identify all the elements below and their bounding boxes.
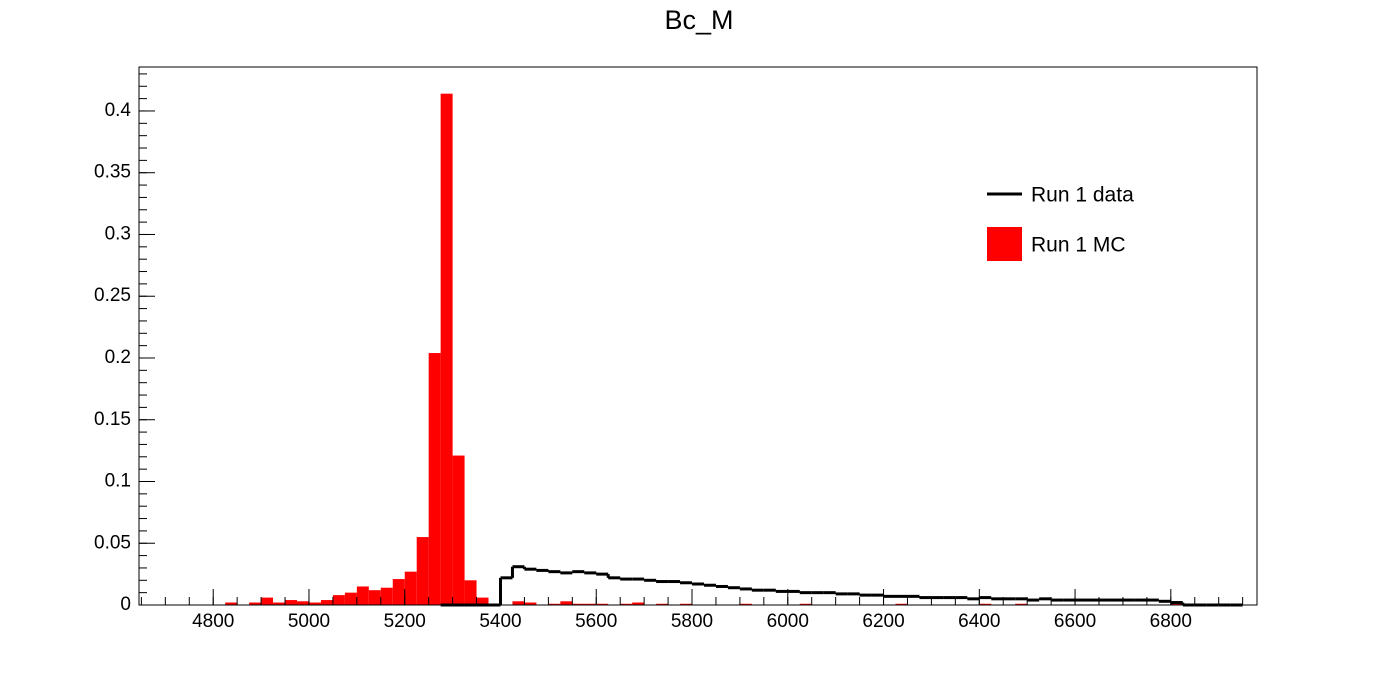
x-tick-label: 5200: [384, 611, 426, 632]
bar: [356, 586, 369, 605]
bar: [225, 602, 238, 605]
bar: [332, 595, 345, 605]
bar: [979, 603, 992, 605]
plot-frame: [138, 66, 1258, 606]
x-tick-label: 6000: [767, 611, 809, 632]
x-tick-label: 5600: [575, 611, 617, 632]
bar: [524, 602, 537, 605]
bar: [285, 600, 298, 605]
bar: [680, 603, 693, 605]
x-tick-label: 5000: [288, 611, 330, 632]
bar: [261, 597, 274, 605]
x-tick-label: 4800: [192, 611, 234, 632]
bar: [620, 603, 633, 605]
bar: [739, 603, 752, 605]
x-tick-label: 5400: [479, 611, 521, 632]
bar: [895, 603, 908, 605]
y-tick-label: 0.05: [94, 532, 131, 553]
bar: [512, 601, 525, 605]
bar: [452, 455, 465, 605]
bar: [428, 353, 441, 605]
bar: [368, 590, 381, 605]
y-tick-label: 0.3: [105, 223, 131, 244]
bar: [380, 587, 393, 605]
legend-label: Run 1 MC: [1031, 234, 1126, 257]
bar: [632, 602, 645, 605]
x-tick-label: 6800: [1150, 611, 1192, 632]
chart-title: Bc_M: [664, 5, 733, 35]
y-tick-label: 0.2: [105, 347, 131, 368]
bar: [404, 571, 417, 605]
legend-label: Run 1 data: [1031, 184, 1134, 207]
bar: [560, 601, 573, 605]
y-tick-label: 0.15: [94, 409, 131, 430]
y-tick-label: 0.35: [94, 162, 131, 183]
bar: [344, 592, 357, 605]
bar: [273, 602, 286, 605]
bar: [464, 580, 477, 605]
y-tick-label: 0.4: [105, 100, 132, 121]
bar: [548, 603, 561, 605]
bar: [416, 537, 429, 605]
bar: [249, 602, 262, 605]
legend-swatch: [987, 227, 1022, 261]
bar: [572, 603, 585, 605]
bar: [596, 603, 609, 605]
y-tick-label: 0.1: [105, 471, 131, 492]
bar: [1015, 603, 1028, 605]
x-tick-label: 6600: [1054, 611, 1096, 632]
bar: [656, 603, 669, 605]
x-tick-label: 5800: [671, 611, 713, 632]
x-tick-label: 6400: [958, 611, 1000, 632]
bar: [297, 601, 309, 605]
bar: [799, 603, 812, 605]
y-tick-label: 0: [120, 594, 131, 615]
bar: [440, 93, 453, 606]
bar: [320, 600, 333, 605]
x-tick-label: 6200: [862, 611, 904, 632]
bar: [392, 579, 405, 605]
bar: [584, 603, 597, 605]
bar: [308, 602, 321, 605]
y-tick-label: 0.25: [94, 285, 131, 306]
bar: [476, 597, 489, 605]
